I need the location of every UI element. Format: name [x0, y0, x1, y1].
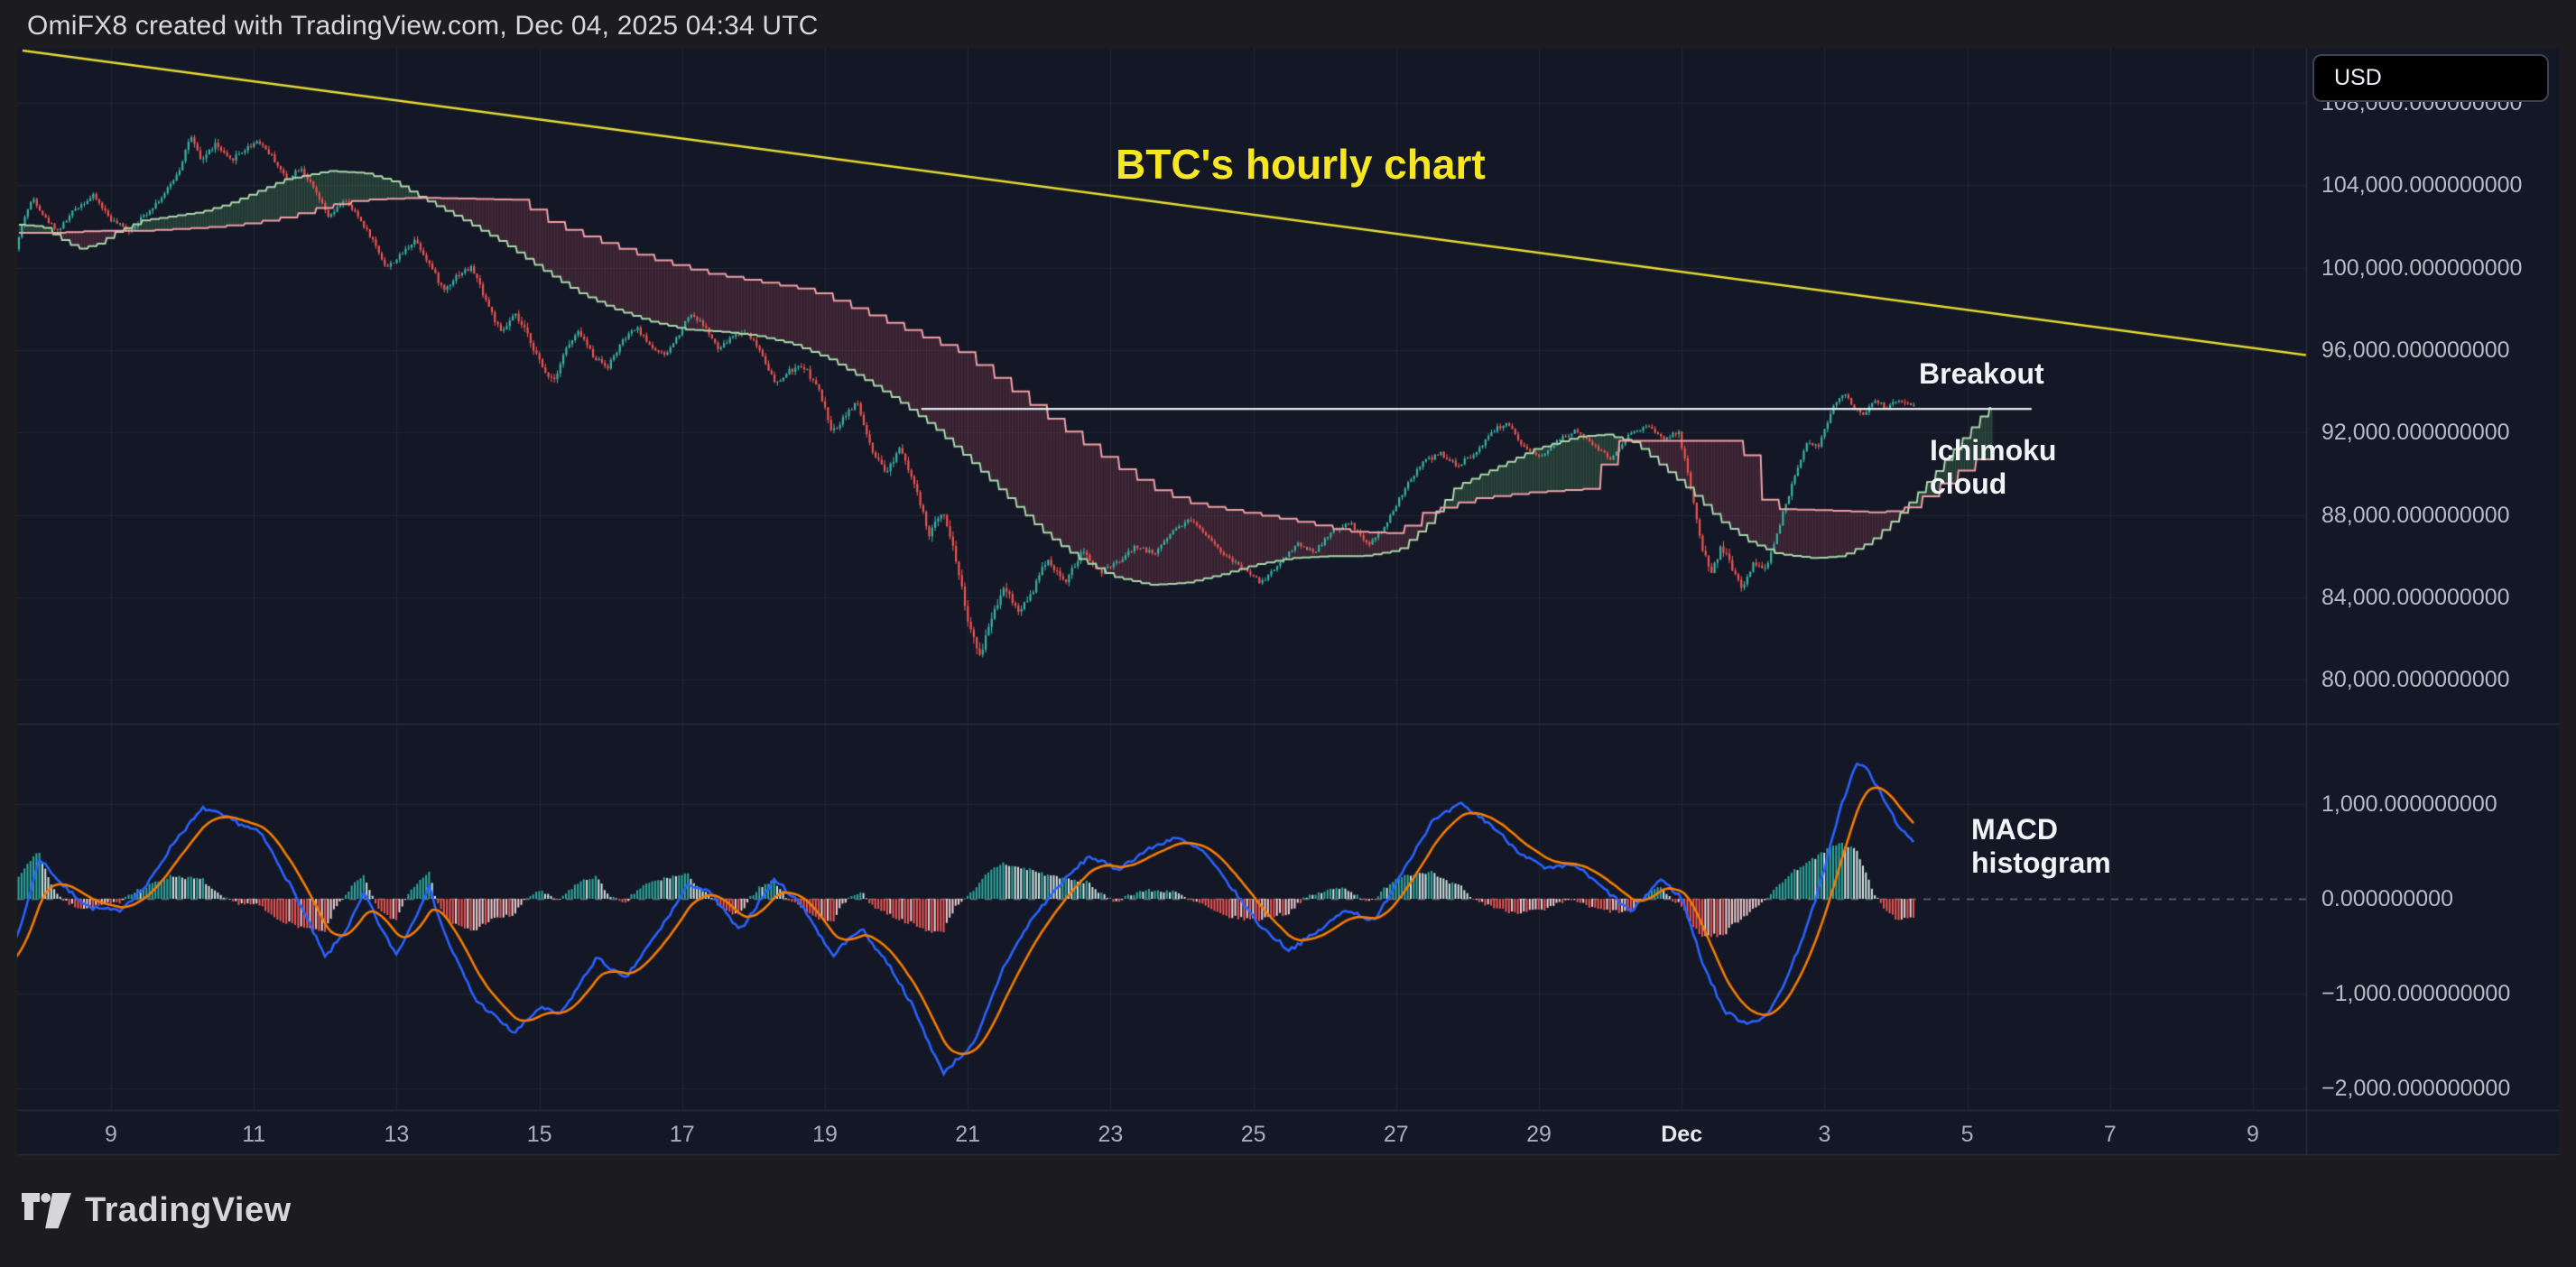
macd-axis-label: 1,000.000000000: [2321, 791, 2497, 817]
macd-axis-label: −2,000.000000000: [2321, 1076, 2511, 1101]
time-axis-label: 21: [955, 1122, 981, 1147]
annotation-macd: MACD histogram: [1971, 813, 2111, 880]
tradingview-wordmark: TradingView: [85, 1191, 292, 1229]
annotation-ichimoku-line2: cloud: [1930, 467, 2007, 500]
price-axis-label: 80,000.000000000: [2321, 667, 2510, 693]
currency-button[interactable]: USD: [2312, 54, 2549, 102]
time-axis-label: 27: [1383, 1122, 1409, 1147]
time-axis-label: Dec: [1661, 1122, 1703, 1147]
time-axis-label: 29: [1526, 1122, 1552, 1147]
time-axis-label: 25: [1240, 1122, 1266, 1147]
tradingview-mark-icon: [22, 1192, 71, 1228]
time-axis-label: 7: [2103, 1122, 2117, 1147]
price-axis-label: 84,000.000000000: [2321, 584, 2510, 610]
annotation-ichimoku-line1: Ichimoku: [1930, 434, 2057, 467]
annotation-macd-line2: histogram: [1971, 846, 2111, 879]
price-axis-label: 88,000.000000000: [2321, 502, 2510, 528]
macd-axis-label: 0.000000000: [2321, 886, 2453, 911]
time-axis-label: 17: [669, 1122, 695, 1147]
macd-axis-label: −1,000.000000000: [2321, 981, 2511, 1006]
time-axis-label: 19: [812, 1122, 838, 1147]
price-axis-label: 92,000.000000000: [2321, 420, 2510, 446]
currency-label: USD: [2334, 65, 2382, 90]
annotation-chart-type: BTC's hourly chart: [1116, 141, 1486, 188]
price-axis-label: 100,000.000000000: [2321, 254, 2523, 281]
annotation-breakout: Breakout: [1919, 357, 2044, 390]
annotation-ichimoku: Ichimoku cloud: [1930, 434, 2056, 501]
time-axis-label: 9: [2247, 1122, 2259, 1147]
time-axis-label: 9: [105, 1122, 117, 1147]
time-axis-label: 3: [1818, 1122, 1831, 1147]
time-axis-label: 15: [526, 1122, 552, 1147]
time-axis-label: 13: [384, 1122, 410, 1147]
chart-title: OmiFX8 created with TradingView.com, Dec…: [27, 11, 819, 41]
price-axis-label: 96,000.000000000: [2321, 338, 2510, 363]
annotation-macd-line1: MACD: [1971, 813, 2058, 846]
time-axis-label: 11: [242, 1122, 266, 1147]
time-axis-label: 5: [1960, 1122, 1974, 1147]
price-axis-label: 104,000.000000000: [2321, 172, 2523, 199]
tradingview-logo[interactable]: TradingView: [22, 1191, 292, 1230]
time-axis-label: 23: [1098, 1122, 1124, 1147]
